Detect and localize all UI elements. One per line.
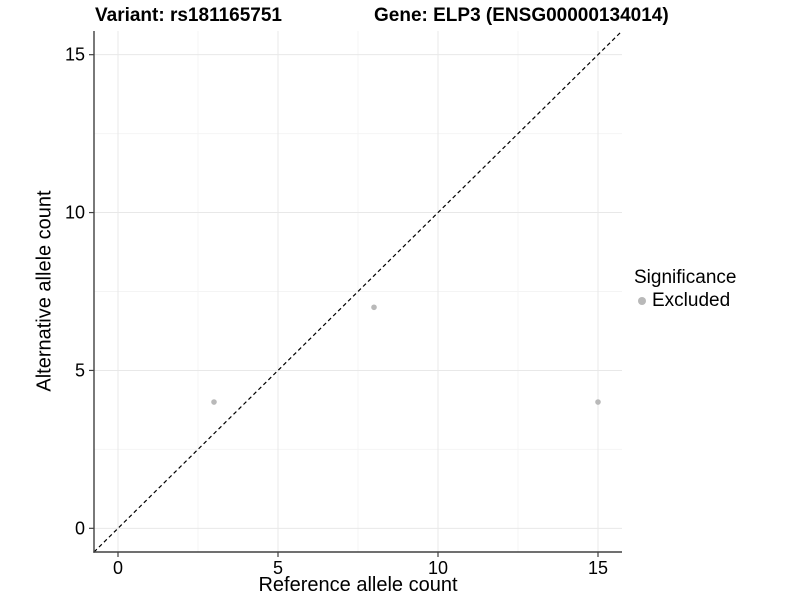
legend-title: Significance bbox=[634, 267, 737, 288]
identity-line bbox=[93, 30, 623, 553]
data-point bbox=[595, 399, 601, 405]
x-tick-label: 15 bbox=[588, 558, 608, 578]
gene-title: Gene: ELP3 (ENSG00000134014) bbox=[374, 5, 669, 26]
legend-item-excluded: Excluded bbox=[634, 290, 736, 312]
data-point bbox=[211, 399, 217, 405]
y-tick-label: 0 bbox=[75, 518, 85, 538]
legend: Significance Excluded bbox=[634, 267, 736, 312]
x-axis-title: Reference allele count bbox=[258, 574, 458, 596]
y-tick-label: 15 bbox=[65, 45, 85, 65]
legend-point-icon bbox=[638, 297, 646, 305]
data-point bbox=[371, 304, 377, 311]
x-tick-label: 5 bbox=[273, 558, 283, 578]
legend-item-label: Excluded bbox=[652, 290, 731, 311]
y-tick-label: 10 bbox=[65, 203, 85, 223]
x-tick-label: 0 bbox=[113, 558, 123, 578]
y-tick-label: 5 bbox=[75, 360, 85, 380]
x-tick-label: 10 bbox=[428, 558, 448, 578]
variant-title: Variant: rs181165751 bbox=[95, 5, 282, 26]
y-axis-title: Alternative allele count bbox=[33, 190, 56, 392]
